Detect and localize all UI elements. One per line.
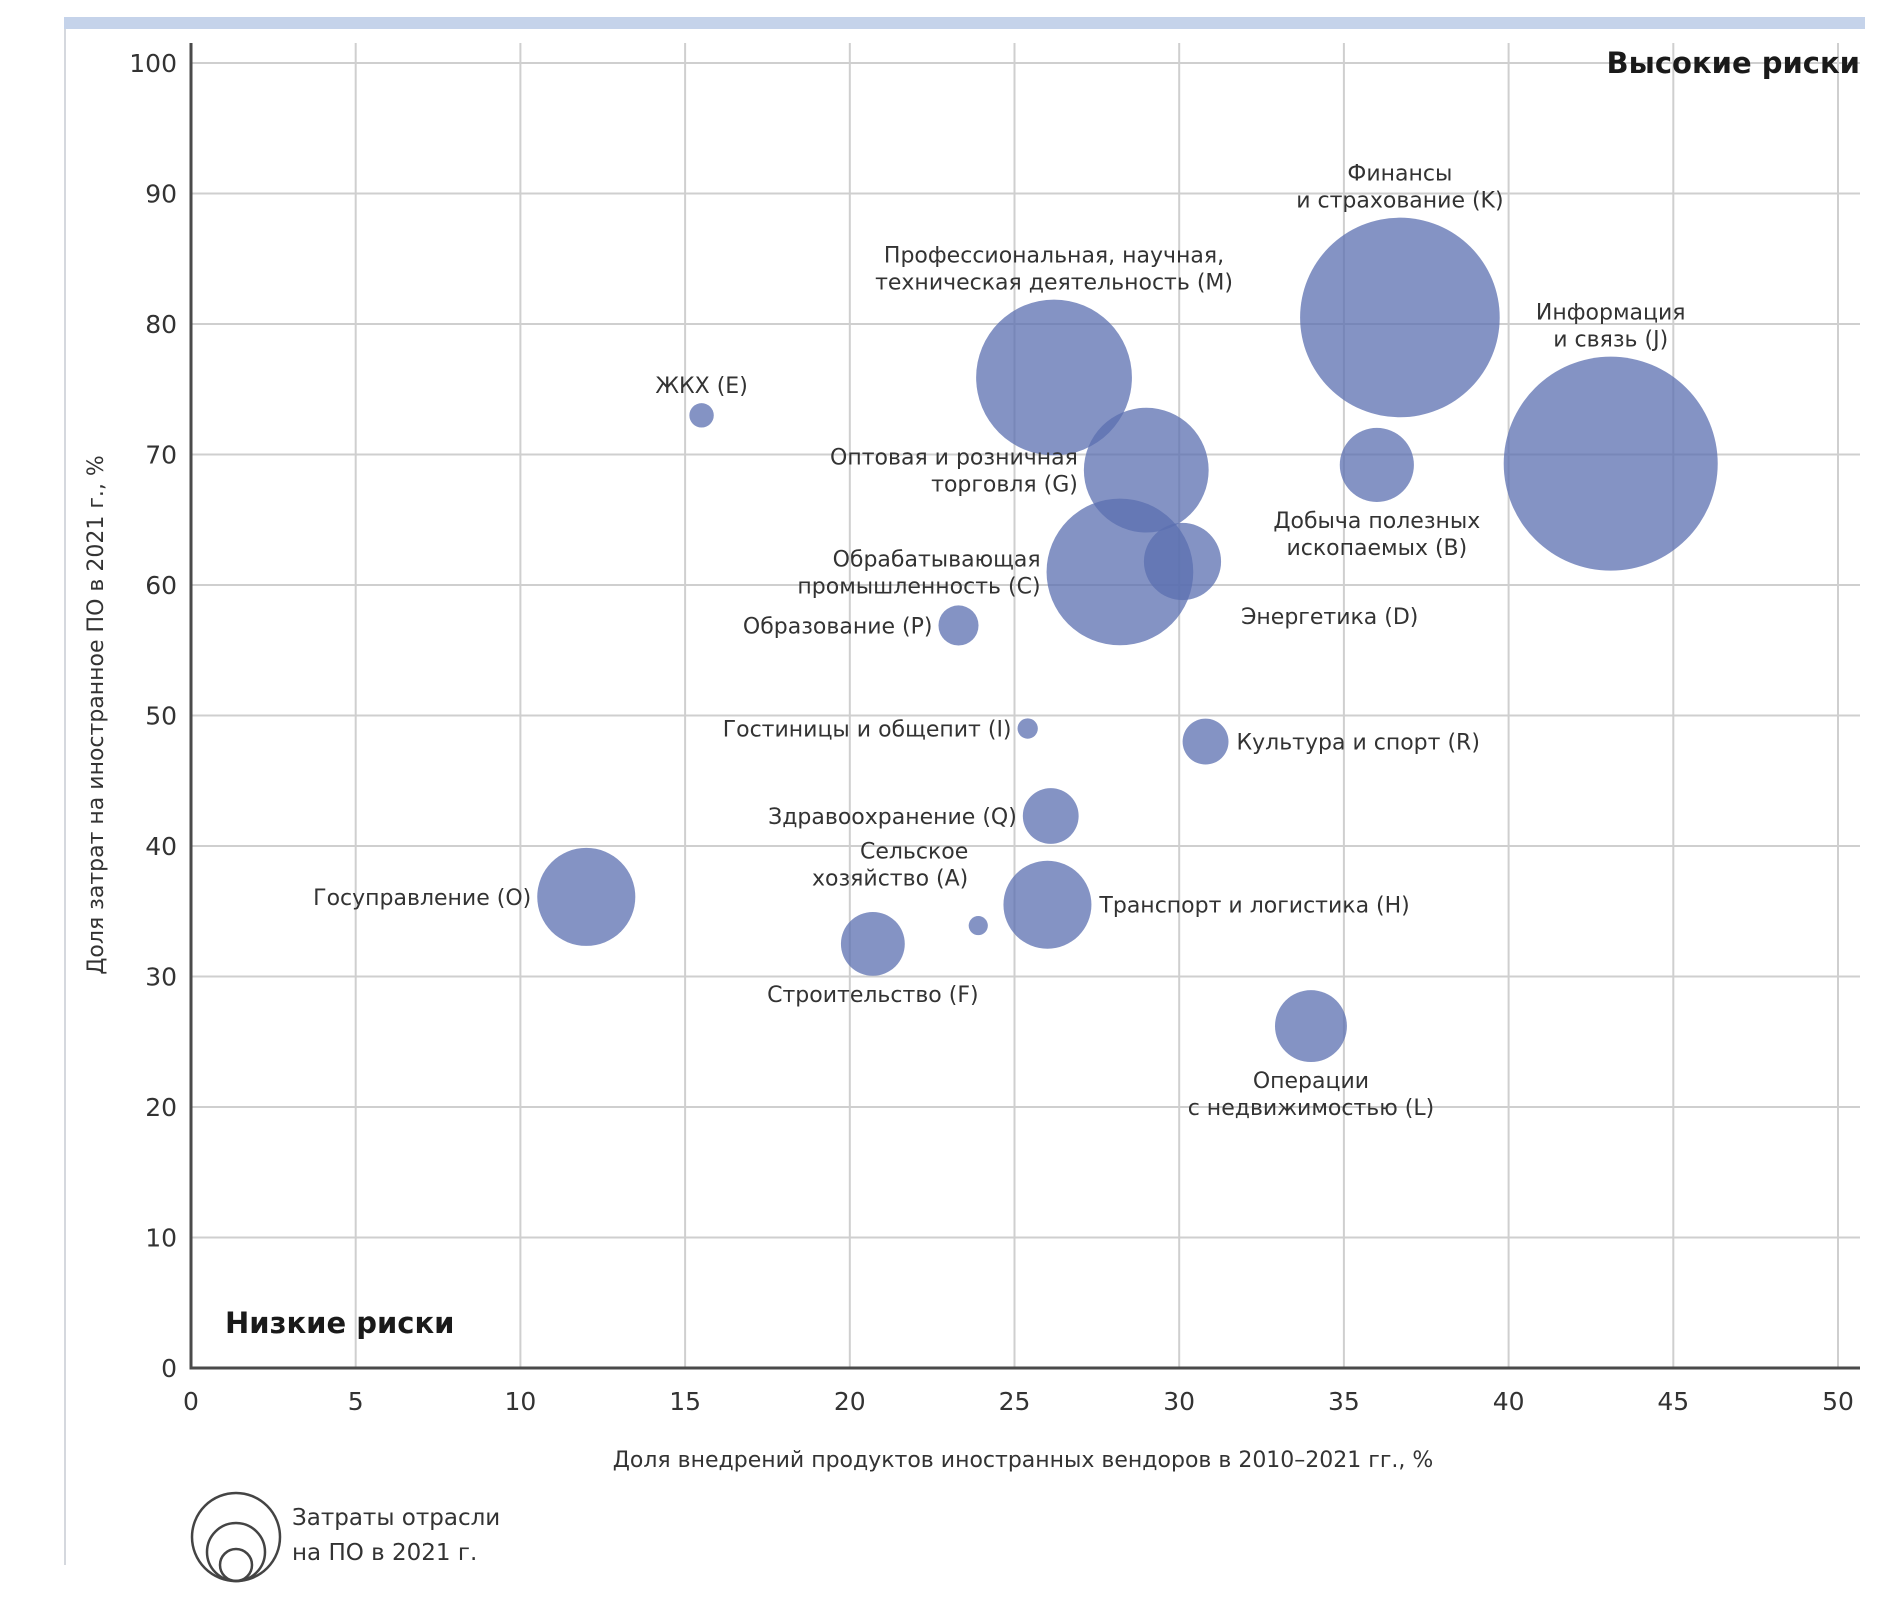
bubble-label-A: Сельское хозяйство (A) [812, 840, 968, 892]
bubble-H [1003, 860, 1092, 949]
bubble-label-line: с недвижимостью (L) [1188, 1096, 1434, 1121]
bubble-R [1182, 718, 1229, 765]
bubble-O [537, 847, 636, 946]
y-axis-title: Доля затрат на иностранное ПО в 2021 г.,… [84, 455, 109, 975]
legend-text-line2: на ПО в 2021 г. [292, 1540, 477, 1566]
bubble-M [976, 299, 1132, 456]
bubble-labels: Финансы и страхование (K) Информация и связ… [313, 162, 1685, 1121]
x-tick-label: 0 [183, 1387, 199, 1416]
bubble-label-line: Энергетика (D) [1241, 605, 1418, 630]
x-tick-label: 10 [504, 1387, 536, 1416]
bubble-I [1017, 718, 1038, 739]
bubble-label-line: ископаемых (B) [1286, 536, 1467, 561]
bubble-label-G: Оптовая и розничная торговля (G) [830, 446, 1078, 498]
bubble-label-line: Сельское [860, 840, 968, 865]
bubble-label-line: Профессиональная, научная, [884, 244, 1224, 269]
y-tick-label: 20 [145, 1093, 177, 1122]
bubble-label-P: Образование (P) [743, 614, 933, 639]
quadrant-label-high: Высокие риски [1607, 46, 1860, 80]
bubble-B [1339, 427, 1414, 503]
bubble-label-line: Образование (P) [743, 614, 933, 639]
y-tick-label: 0 [161, 1354, 177, 1383]
y-tick-label: 100 [129, 49, 177, 78]
bubble-E [689, 403, 714, 428]
x-tick-label: 40 [1493, 1387, 1525, 1416]
bubble-label-line: Культура и спорт (R) [1237, 731, 1480, 756]
bubble-label-line: Финансы [1347, 162, 1452, 187]
y-tick-label: 50 [145, 702, 177, 731]
bubble-label-Q: Здравоохранение (Q) [768, 805, 1017, 830]
x-tick-label: 35 [1328, 1387, 1360, 1416]
bubble-label-line: промышленность (C) [797, 574, 1040, 599]
y-tick-label: 80 [145, 310, 177, 339]
bubble-label-line: Госуправление (O) [313, 886, 531, 911]
legend: Затраты отрасли на ПО в 2021 г. [190, 1491, 500, 1583]
bubble-label-line: Операции [1253, 1069, 1369, 1094]
bubble-label-line: Гостиницы и общепит (I) [723, 718, 1012, 743]
bubble-label-D: Энергетика (D) [1241, 605, 1418, 630]
legend-ring-small [218, 1547, 254, 1583]
y-tick-label: 70 [145, 441, 177, 470]
chart-frame [64, 17, 1867, 1565]
x-axis-title: Доля внедрений продуктов иностранных вен… [613, 1448, 1434, 1473]
bubble-D [1143, 522, 1222, 601]
x-tick-label: 15 [669, 1387, 701, 1416]
bubble-label-F: Строительство (F) [767, 983, 978, 1008]
bubble-label-line: хозяйство (A) [812, 867, 968, 892]
bubble-label-line: ЖКХ (E) [655, 374, 747, 399]
bubble-label-E: ЖКХ (E) [655, 374, 747, 399]
legend-ring-large [190, 1491, 282, 1583]
x-tick-label: 20 [834, 1387, 866, 1416]
bubble-label-line: Добыча полезных [1273, 509, 1480, 534]
bubble-label-J: Информация и связь (J) [1536, 301, 1686, 353]
bubble-label-line: Обрабатывающая [833, 547, 1041, 572]
x-tick-label: 45 [1657, 1387, 1689, 1416]
x-tick-label: 25 [999, 1387, 1031, 1416]
bubble-label-M: Профессиональная, научная, техническая де… [875, 244, 1233, 296]
grid [191, 43, 1860, 1368]
bubble-label-C: Обрабатывающая промышленность (C) [797, 547, 1040, 599]
bubble-A [968, 916, 988, 936]
bubble-label-line: торговля (G) [931, 473, 1078, 498]
bubble-label-line: Транспорт и логистика (H) [1098, 894, 1409, 919]
y-tick-label: 10 [145, 1224, 177, 1253]
bubble-label-R: Культура и спорт (R) [1237, 731, 1480, 756]
y-tick-label: 60 [145, 571, 177, 600]
bubble-label-line: Здравоохранение (Q) [768, 805, 1017, 830]
bubble-label-line: и страхование (K) [1296, 189, 1503, 214]
bubble-label-I: Гостиницы и общепит (I) [723, 718, 1012, 743]
bubble-label-line: Оптовая и розничная [830, 446, 1078, 471]
y-tick-label: 90 [145, 180, 177, 209]
bubble-label-line: Строительство (F) [767, 983, 978, 1008]
bubble-label-line: и связь (J) [1553, 328, 1668, 353]
x-tick-label: 5 [348, 1387, 364, 1416]
bubble-F [840, 911, 905, 976]
bubble-label-H: Транспорт и логистика (H) [1098, 894, 1409, 919]
bubble-L [1274, 990, 1347, 1063]
bubble-label-line: Информация [1536, 301, 1686, 326]
bubble-label-B: Добыча полезных ископаемых (B) [1273, 509, 1480, 561]
bubble-label-line: техническая деятельность (M) [875, 271, 1233, 296]
bubble-J [1503, 356, 1718, 571]
bubble-K [1300, 217, 1500, 418]
axes: 0 5 10 15 20 25 30 35 40 45 50 0 10 20 30 40 50 60 70 80 90 1… [129, 43, 1860, 1416]
bubbles [537, 217, 1718, 1063]
x-tick-label: 50 [1822, 1387, 1854, 1416]
bubble-P [938, 605, 979, 646]
x-tick-label: 30 [1163, 1387, 1195, 1416]
bubble-label-K: Финансы и страхование (K) [1296, 162, 1503, 214]
y-tick-label: 30 [145, 963, 177, 992]
bubble-label-L: Операции с недвижимостью (L) [1188, 1069, 1434, 1121]
bubble-Q [1022, 788, 1079, 844]
quadrant-label-low: Низкие риски [225, 1306, 454, 1340]
top-accent-bar [64, 17, 1865, 29]
y-tick-label: 40 [145, 832, 177, 861]
legend-ring-medium [205, 1521, 267, 1583]
bubble-label-O: Госуправление (O) [313, 886, 531, 911]
legend-text-line1: Затраты отрасли [292, 1505, 500, 1531]
